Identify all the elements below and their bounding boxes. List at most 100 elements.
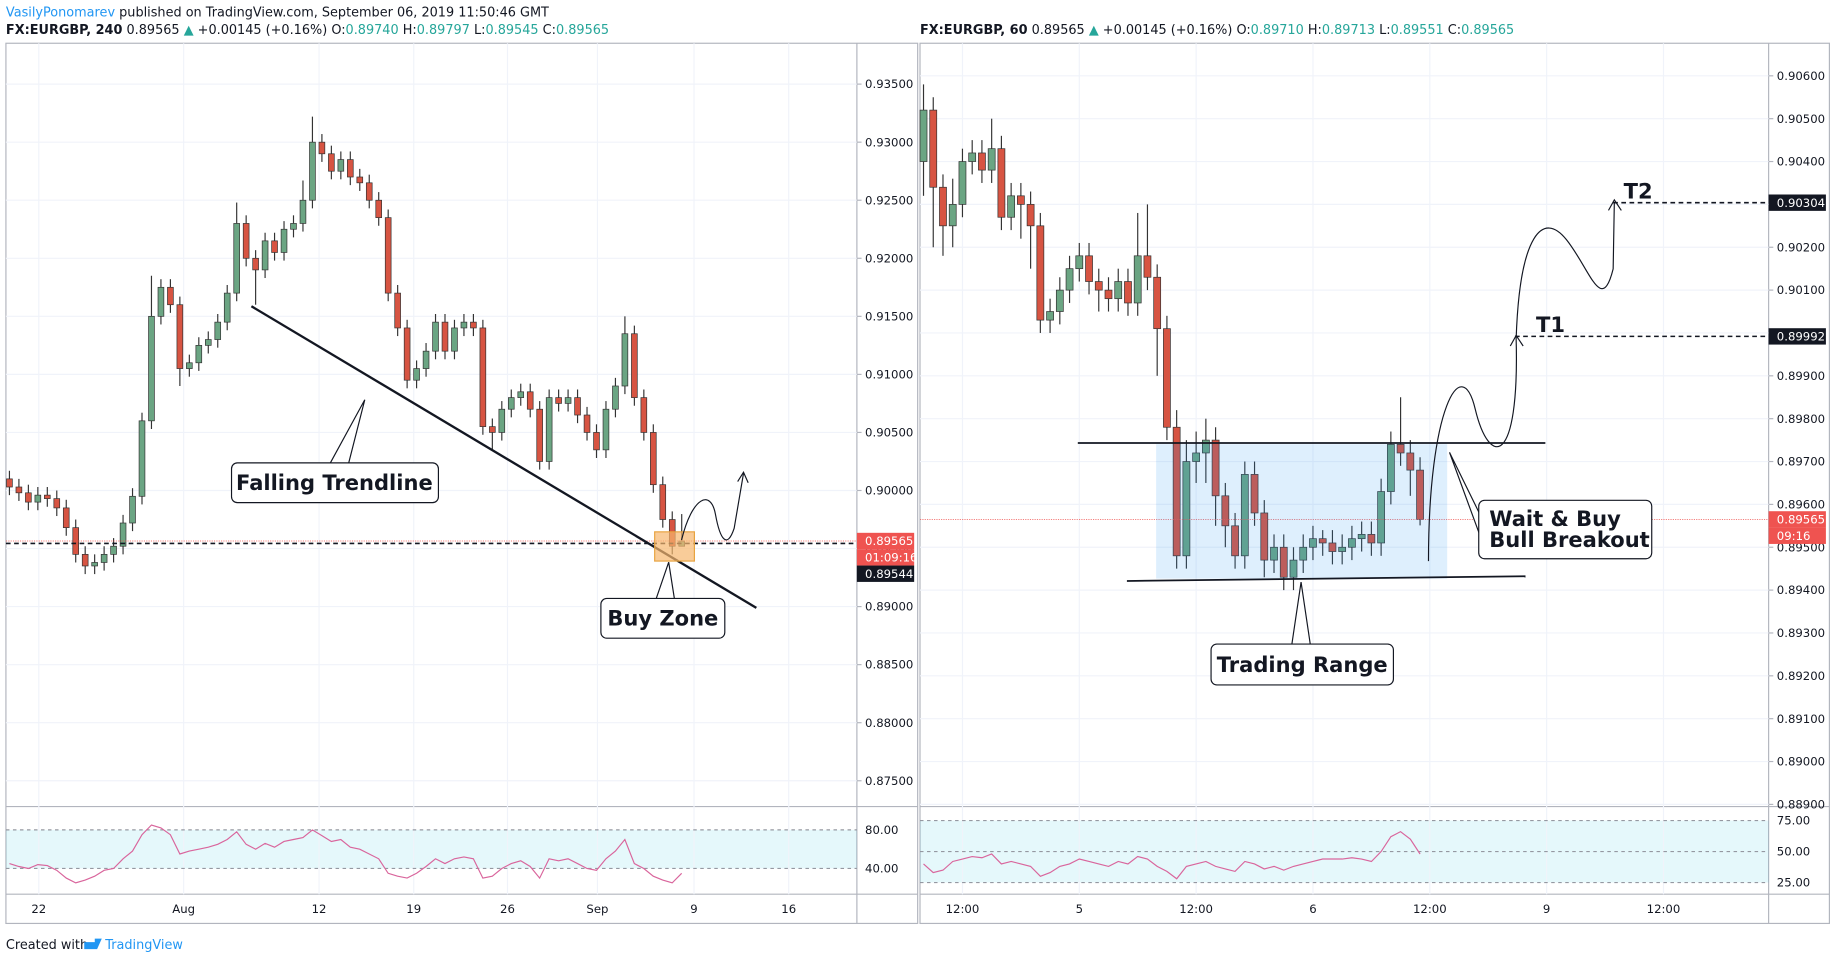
candle-body: [1377, 491, 1385, 544]
y-tick-label: 0.92500: [865, 193, 913, 207]
countdown: 09:16: [1777, 529, 1811, 543]
y-tick-label: 0.90500: [1777, 112, 1825, 126]
tv-logo: [84, 938, 102, 950]
legend-right: FX:EURGBP, 60 0.89565 ▲ +0.00145 (+0.16%…: [920, 23, 1514, 38]
y-tick-label: 0.90500: [865, 426, 913, 440]
price-tag-label: 0.90304: [1777, 196, 1825, 210]
candle-body: [1143, 255, 1152, 278]
price-tag: [1768, 328, 1826, 345]
candle-body: [413, 368, 420, 381]
candle-body: [1260, 512, 1269, 561]
candle-body: [1007, 195, 1015, 218]
candle-body: [968, 152, 977, 162]
candle-body: [1192, 452, 1200, 462]
change: +0.00145 (+0.16%): [198, 23, 328, 38]
candle-body: [1386, 444, 1395, 492]
h: H:: [1308, 23, 1322, 38]
candle-body: [176, 304, 184, 369]
candle-body: [91, 562, 98, 567]
rsi-tick-label: 40.00: [865, 862, 898, 876]
candle-body: [1250, 474, 1259, 514]
candle-body: [621, 333, 629, 387]
arrow: ▲: [1089, 23, 1099, 38]
l: L:: [1379, 23, 1390, 38]
symbol: FX:EURGBP, 60: [920, 23, 1028, 38]
candle-body: [489, 426, 496, 433]
callout-pointer: [655, 562, 676, 600]
h-val: 0.89797: [417, 23, 470, 38]
footer-created: Created with: [6, 938, 88, 953]
candle-body: [1299, 546, 1308, 561]
x-tick-label: 12:00: [946, 902, 980, 916]
candle-body: [929, 109, 938, 188]
symbol: FX:EURGBP, 240: [6, 23, 123, 38]
candle-body: [347, 159, 354, 178]
candle-body: [299, 199, 307, 224]
candle-body: [1406, 452, 1415, 471]
candle-body: [612, 385, 619, 410]
callout-box: [230, 462, 440, 504]
y-tick-label: 0.93500: [865, 77, 913, 91]
c-val: 0.89565: [1461, 23, 1514, 38]
candle-body: [205, 339, 212, 346]
annotation: Bull Breakout: [1489, 527, 1650, 552]
candle-body: [394, 292, 401, 329]
legend-left: FX:EURGBP, 240 0.89565 ▲ +0.00145 (+0.16…: [6, 23, 609, 38]
candle-body: [44, 494, 51, 499]
candle-body: [602, 408, 610, 451]
candle-body: [422, 350, 430, 369]
y-tick-label: 0.88500: [865, 658, 913, 672]
candle-body: [34, 494, 42, 503]
candle-body: [1182, 461, 1191, 557]
candle-body: [1396, 444, 1405, 454]
author: VasilyPonomarev: [6, 5, 116, 20]
o: O:: [1236, 23, 1250, 38]
arrow: ▲: [184, 23, 194, 38]
candle-body: [1153, 276, 1162, 330]
candle-body: [1046, 311, 1054, 321]
candle-body: [242, 223, 250, 259]
candle-body: [919, 109, 928, 162]
candle-body: [1163, 328, 1171, 428]
candle-body: [1114, 281, 1123, 300]
candle-body: [1318, 538, 1327, 544]
candle-body: [1075, 255, 1084, 270]
countdown-tag: [1768, 527, 1826, 544]
chart-layer: 0.89565 01:09:16 0.89544 0.90304 0.89992 0.89…: [5, 84, 1826, 884]
buy-zone: [654, 531, 695, 562]
candle-body: [441, 321, 449, 352]
candle-body: [25, 492, 32, 503]
y-tick-label: 0.89400: [1777, 583, 1825, 597]
candle-body: [1270, 546, 1278, 561]
y-tick-label: 0.92000: [865, 251, 913, 265]
annotation: Trading Range: [1217, 652, 1388, 677]
candle-body: [987, 148, 996, 171]
candle-body: [978, 152, 986, 171]
l: L:: [474, 23, 485, 38]
x-tick-label: 5: [1076, 902, 1083, 916]
x-tick-label: 12:00: [1179, 902, 1213, 916]
c: C:: [543, 23, 556, 38]
candle-body: [214, 321, 222, 340]
x-tick-label: 19: [406, 902, 421, 916]
callout-pointer: [329, 399, 366, 465]
y-tick-label: 0.90000: [865, 484, 913, 498]
candle-body: [1036, 225, 1045, 321]
arrowhead: [737, 470, 749, 483]
candle-body: [119, 522, 127, 547]
candle-body: [1094, 281, 1103, 291]
candle-body: [375, 199, 382, 218]
y-tick-label: 0.89700: [1777, 455, 1825, 469]
candle-body: [356, 176, 364, 184]
candle-body: [1017, 195, 1025, 205]
candle-body: [261, 240, 269, 271]
candle-body: [129, 495, 136, 524]
candle-body: [1026, 204, 1035, 227]
candle-body: [517, 391, 525, 398]
x-tick-label: Aug: [172, 902, 195, 916]
y-tick-label: 0.89300: [1777, 626, 1825, 640]
candle-body: [574, 397, 581, 416]
x-tick-label: 22: [31, 902, 46, 916]
change: +0.00145 (+0.16%): [1103, 23, 1233, 38]
candle-body: [479, 327, 487, 427]
